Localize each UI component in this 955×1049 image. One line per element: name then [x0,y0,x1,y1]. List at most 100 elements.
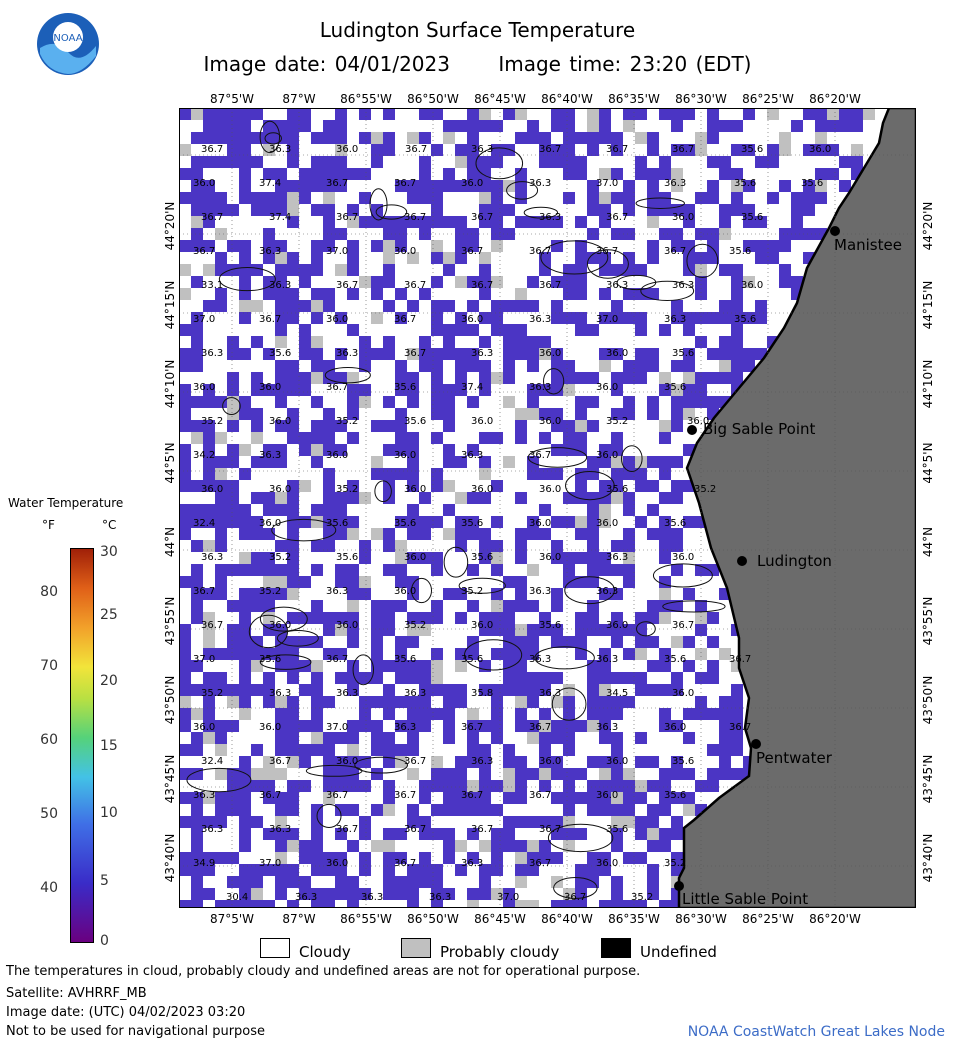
water-cell [539,264,551,276]
water-cell [431,480,443,492]
water-cell [839,156,851,168]
water-cell [443,852,455,864]
water-cell [731,144,743,156]
probably-cloudy-cell [275,576,287,588]
isotherm-contour [411,577,433,604]
probably-cloudy-cell [515,900,527,908]
water-cell [707,564,719,576]
water-cell [611,612,623,624]
temperature-label: 35.6 [394,654,416,665]
water-cell [287,564,299,576]
water-cell [719,372,731,384]
water-cell [383,624,395,636]
water-cell [491,564,503,576]
probably-cloudy-cell [443,132,455,144]
water-cell [239,564,251,576]
water-cell [299,108,311,120]
water-cell [407,384,419,396]
map-title: Ludington Surface Temperature [319,18,636,42]
water-cell [227,372,239,384]
water-cell [227,684,239,696]
water-cell [239,168,251,180]
temperature-label: 36.0 [326,450,348,461]
celsius-tick: 25 [100,607,118,623]
water-cell [359,828,371,840]
probably-cloudy-cell [287,588,299,600]
water-cell [659,828,671,840]
water-cell [251,876,263,888]
water-cell [527,396,539,408]
water-cell [443,768,455,780]
temperature-label: 35.6 [672,756,694,767]
water-cell [347,732,359,744]
water-cell [311,888,323,900]
water-cell [311,396,323,408]
probably-cloudy-cell [239,708,251,720]
water-cell [239,876,251,888]
water-cell [479,612,491,624]
probably-cloudy-label: Probably cloudy [440,943,560,961]
water-cell [647,888,659,900]
water-cell [203,204,215,216]
water-cell [731,120,743,132]
water-cell [431,300,443,312]
water-cell [275,192,287,204]
water-cell [671,768,683,780]
satellite-text: Satellite: AVHRRF_MB [6,986,147,1001]
water-cell [587,420,599,432]
water-cell [287,384,299,396]
water-cell [587,576,599,588]
probably-cloudy-cell [467,708,479,720]
water-cell [575,156,587,168]
water-cell [371,348,383,360]
water-cell [563,132,575,144]
water-cell [839,120,851,132]
location-marker [751,739,761,749]
water-cell [287,492,299,504]
water-cell [671,672,683,684]
probably-cloudy-cell [599,192,611,204]
water-cell [455,144,467,156]
water-cell [455,360,467,372]
water-cell [455,696,467,708]
water-cell [455,120,467,132]
temperature-label: 36.7 [529,790,551,801]
water-cell [479,744,491,756]
water-cell [491,180,503,192]
water-cell [539,432,551,444]
water-cell [311,264,323,276]
water-cell [323,480,335,492]
temperature-label: 36.7 [193,246,215,257]
water-cell [191,576,203,588]
celsius-tick: 5 [100,873,109,889]
water-cell [215,540,227,552]
water-cell [503,300,515,312]
temperature-label: 36.0 [672,552,694,563]
water-cell [467,852,479,864]
water-cell [299,276,311,288]
water-cell [647,684,659,696]
water-cell [587,684,599,696]
probably-cloudy-cell [683,372,695,384]
water-cell [719,120,731,132]
water-cell [191,612,203,624]
water-cell [287,876,299,888]
water-cell [287,288,299,300]
water-cell [203,696,215,708]
water-cell [587,456,599,468]
water-cell [623,468,635,480]
water-cell [407,888,419,900]
location-marker [687,425,697,435]
temperature-label: 36.0 [259,722,281,733]
probably-cloudy-cell [251,300,263,312]
water-cell [299,180,311,192]
water-cell [575,288,587,300]
water-cell [203,588,215,600]
water-cell [287,744,299,756]
water-cell [287,732,299,744]
water-cell [623,192,635,204]
probably-cloudy-cell [695,132,707,144]
probably-cloudy-cell [611,792,623,804]
water-cell [527,852,539,864]
water-cell [311,168,323,180]
